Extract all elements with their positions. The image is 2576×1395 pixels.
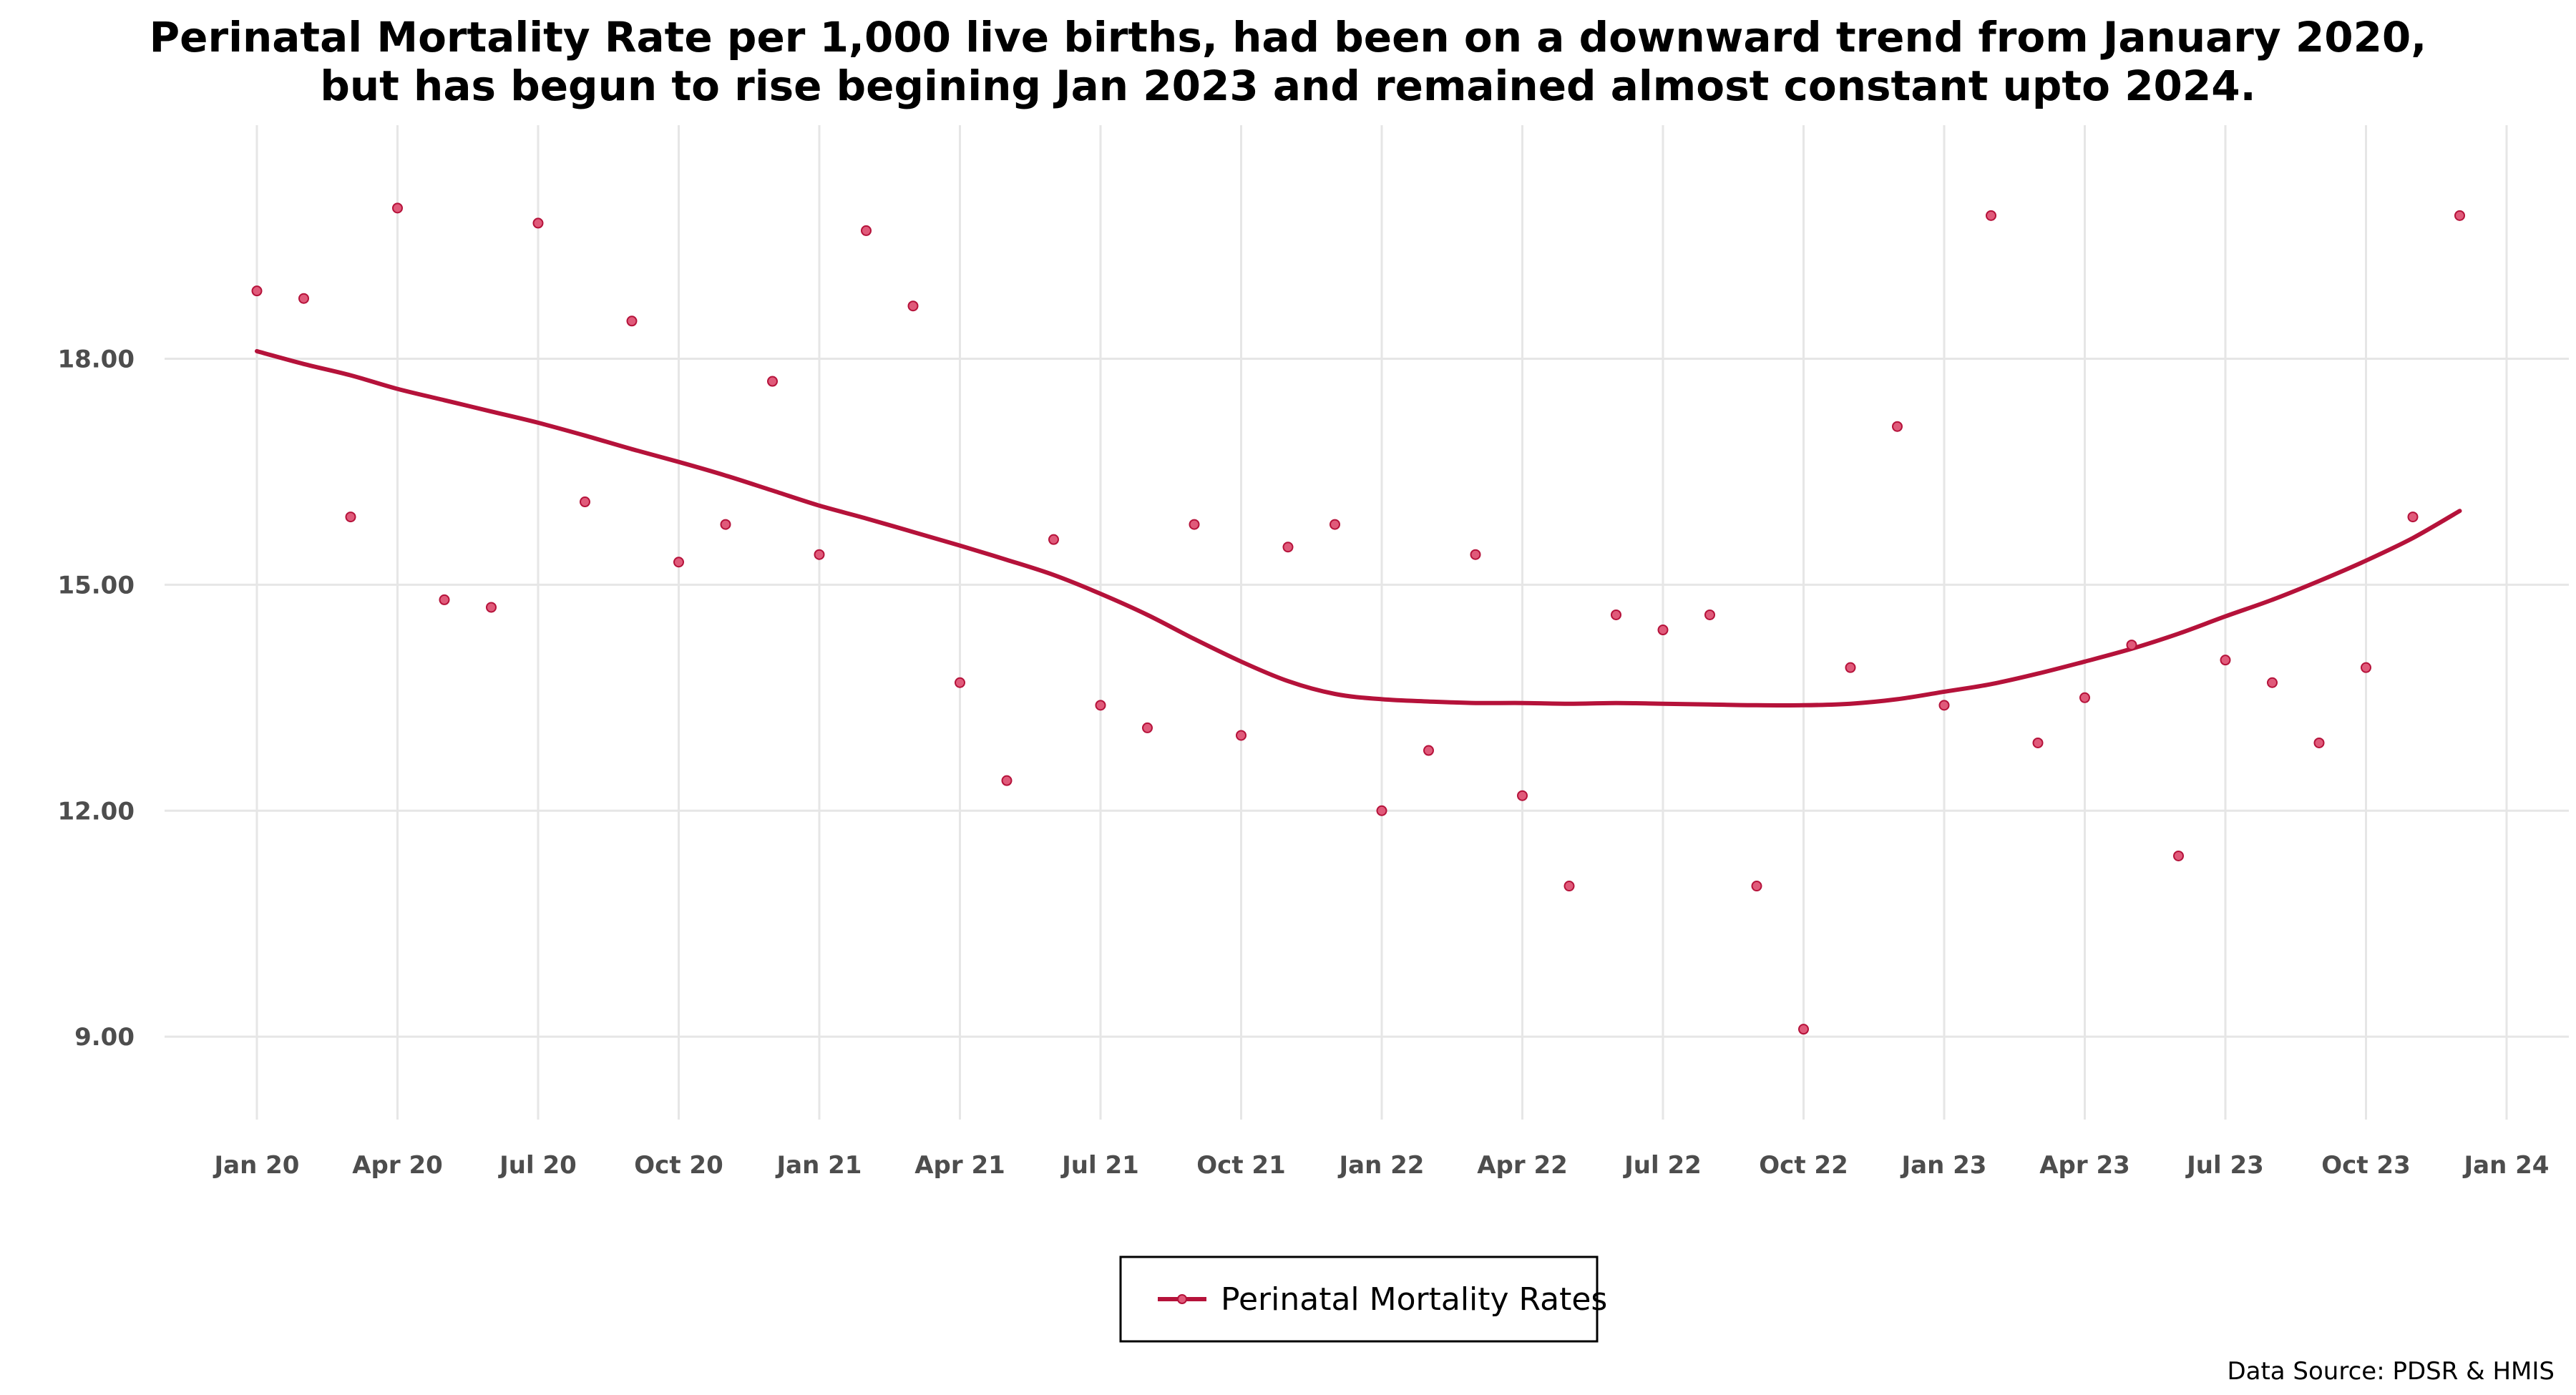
data-point bbox=[673, 557, 684, 568]
data-point bbox=[580, 496, 590, 508]
data-point bbox=[1236, 730, 1246, 741]
data-point bbox=[2361, 662, 2371, 673]
data-point bbox=[1376, 805, 1387, 816]
grid-lines bbox=[165, 125, 2569, 1120]
data-points bbox=[251, 202, 2465, 1035]
trend-line bbox=[255, 348, 2462, 708]
x-tick-label: Oct 23 bbox=[2321, 1151, 2410, 1180]
data-point bbox=[2267, 677, 2278, 688]
data-point bbox=[2173, 850, 2184, 861]
data-source-note: Data Source: PDSR & HMIS bbox=[2227, 1357, 2555, 1386]
data-point bbox=[1986, 210, 1996, 221]
chart-title-line-2: but has begun to rise begining Jan 2023 … bbox=[320, 62, 2255, 110]
data-point bbox=[907, 300, 919, 312]
data-point bbox=[1001, 775, 1013, 786]
y-tick-label: 15.00 bbox=[57, 571, 135, 599]
data-point bbox=[1142, 722, 1153, 733]
x-tick-label: Jul 20 bbox=[498, 1151, 577, 1180]
x-tick-label: Apr 21 bbox=[914, 1151, 1005, 1180]
data-point bbox=[251, 285, 263, 297]
x-tick-label: Apr 22 bbox=[1477, 1151, 1568, 1180]
data-point bbox=[439, 594, 450, 605]
data-point bbox=[1095, 700, 1106, 711]
y-tick-label: 9.00 bbox=[74, 1023, 135, 1052]
x-tick-label: Jul 22 bbox=[1623, 1151, 1702, 1180]
data-point bbox=[532, 217, 544, 229]
x-tick-label: Jan 23 bbox=[1901, 1151, 1987, 1180]
y-tick-label: 12.00 bbox=[57, 797, 135, 826]
legend-point-swatch bbox=[1177, 1294, 1187, 1304]
data-point bbox=[1048, 534, 1059, 545]
data-point bbox=[2407, 512, 2419, 523]
legend: Perinatal Mortality Rates bbox=[1119, 1256, 1607, 1343]
data-point bbox=[1657, 625, 1669, 636]
data-point bbox=[1938, 700, 1950, 711]
x-tick-label: Oct 20 bbox=[634, 1151, 723, 1180]
data-point bbox=[1704, 609, 1715, 620]
data-point bbox=[1611, 609, 1621, 620]
data-point bbox=[2032, 737, 2044, 748]
data-point bbox=[955, 677, 965, 688]
data-point bbox=[861, 225, 872, 236]
data-point bbox=[814, 549, 825, 560]
x-axis-ticks: Jan 20 Apr 20 Jul 20 Oct 20 Jan 21 Apr 21 Jul … bbox=[213, 1151, 2550, 1180]
x-tick-label: Jan 20 bbox=[213, 1151, 300, 1180]
data-point bbox=[767, 376, 778, 387]
data-point bbox=[1330, 519, 1340, 530]
data-point bbox=[2454, 210, 2465, 221]
x-tick-label: Oct 22 bbox=[1759, 1151, 1848, 1180]
data-point bbox=[1517, 790, 1528, 801]
data-point bbox=[345, 512, 356, 523]
data-point bbox=[1798, 1024, 1809, 1035]
data-point bbox=[2079, 692, 2090, 703]
data-point bbox=[626, 315, 638, 327]
data-point bbox=[1189, 519, 1200, 530]
data-point bbox=[720, 519, 731, 530]
data-point bbox=[486, 602, 497, 613]
data-point bbox=[1282, 542, 1294, 553]
x-tick-label: Jan 22 bbox=[1338, 1151, 1425, 1180]
data-point bbox=[2220, 655, 2231, 666]
data-point bbox=[298, 293, 309, 304]
x-tick-label: Jan 24 bbox=[2463, 1151, 2550, 1180]
data-point bbox=[1892, 421, 1903, 432]
x-tick-label: Jul 23 bbox=[2185, 1151, 2264, 1180]
y-axis-ticks: 9.00 12.00 15.00 18.00 bbox=[57, 345, 135, 1052]
data-point bbox=[1470, 549, 1481, 560]
data-point bbox=[1751, 881, 1762, 892]
x-tick-label: Jan 21 bbox=[776, 1151, 862, 1180]
chart-title-line-1: Perinatal Mortality Rate per 1,000 live … bbox=[150, 13, 2427, 62]
data-point bbox=[2313, 737, 2325, 748]
x-tick-label: Oct 21 bbox=[1196, 1151, 1285, 1180]
x-tick-label: Jul 21 bbox=[1060, 1151, 1139, 1180]
data-point bbox=[1423, 745, 1434, 756]
legend-label: Perinatal Mortality Rates bbox=[1221, 1281, 1607, 1318]
x-tick-label: Apr 20 bbox=[352, 1151, 443, 1180]
x-tick-label: Apr 23 bbox=[2039, 1151, 2130, 1180]
data-point bbox=[1845, 662, 1856, 673]
y-tick-label: 18.00 bbox=[57, 345, 135, 373]
data-point bbox=[2126, 640, 2137, 651]
data-point bbox=[392, 202, 403, 214]
data-point bbox=[1563, 881, 1575, 892]
